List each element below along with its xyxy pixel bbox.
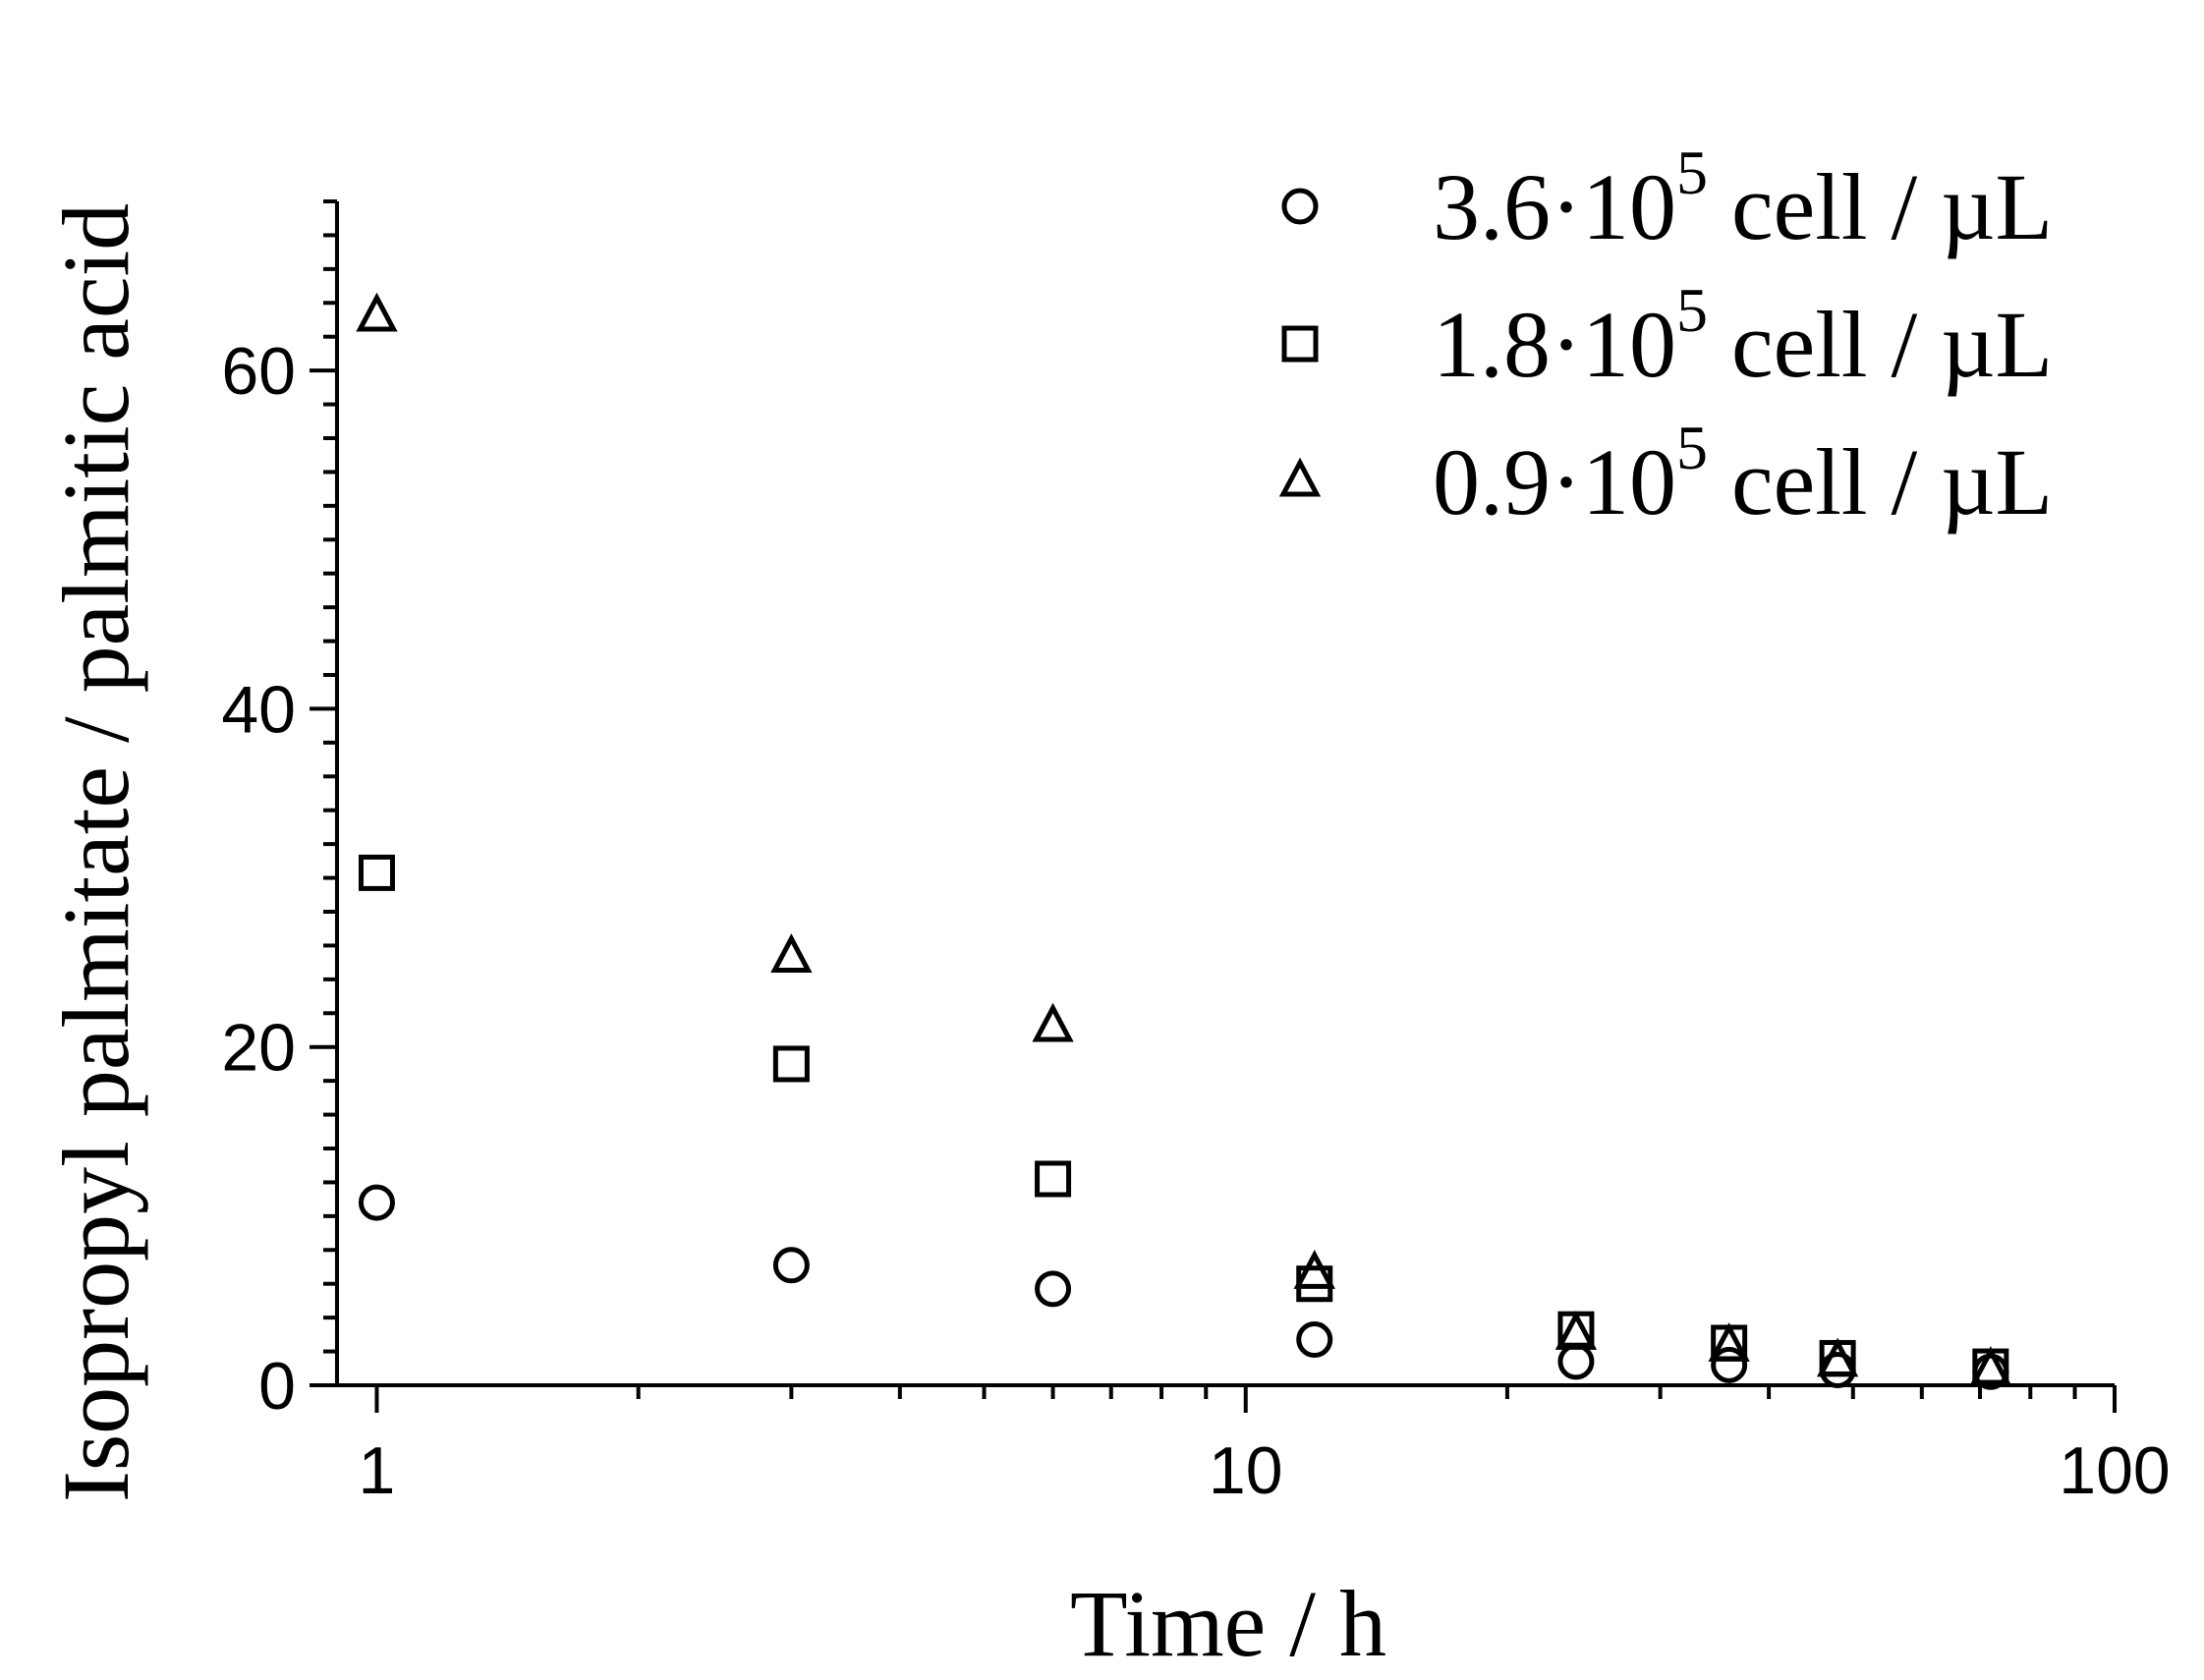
data-point-circle (772, 1247, 810, 1284)
legend-label-exponent: 5 (1676, 413, 1708, 482)
data-point-triangle (1708, 1322, 1750, 1362)
legend-label-exponent: 5 (1676, 138, 1708, 207)
data-point-square (1035, 1160, 1072, 1198)
legend-marker-circle (1281, 188, 1319, 225)
legend-entry: 3.6·105 cell / µL (1281, 138, 2053, 259)
legend-label: 0.9·105 cell / µL (1433, 413, 2053, 534)
legend-label-main: 1.8·10 (1433, 292, 1676, 397)
legend-marker-square (1281, 325, 1319, 363)
axis-ticks (310, 199, 2117, 1413)
data-point-triangle (1816, 1337, 1859, 1377)
y-tick-label: 40 (221, 672, 296, 747)
legend-label: 3.6·105 cell / µL (1433, 138, 2053, 259)
data-point-triangle (1969, 1346, 2012, 1386)
data-point-triangle (1554, 1311, 1598, 1350)
legend-label-unit: cell / µL (1708, 154, 2053, 259)
series-circle (358, 1184, 2009, 1390)
data-point-circle (1296, 1321, 1333, 1359)
x-axis-title: Time / h (1070, 1571, 1386, 1676)
x-tick-label: 10 (1209, 1433, 1283, 1508)
legend-label: 1.8·105 cell / µL (1433, 275, 2053, 397)
data-markers (356, 292, 2012, 1390)
legend-entry: 1.8·105 cell / µL (1281, 275, 2053, 397)
data-point-triangle (770, 933, 813, 973)
data-point-circle (1557, 1343, 1595, 1380)
y-tick-label: 0 (258, 1349, 296, 1424)
y-tick-label: 60 (221, 334, 296, 409)
series-triangle (356, 292, 2012, 1386)
data-point-square (358, 854, 395, 891)
data-point-circle (1711, 1346, 1748, 1383)
data-point-circle (1035, 1270, 1072, 1308)
x-tick-label: 100 (2059, 1433, 2170, 1508)
data-point-triangle (356, 292, 398, 332)
data-point-square (772, 1045, 810, 1083)
series-square (358, 854, 2009, 1385)
data-point-circle (358, 1184, 395, 1221)
legend-label-main: 3.6·10 (1433, 154, 1676, 259)
data-point-triangle (1293, 1250, 1335, 1289)
axes (335, 201, 2115, 1387)
legend-label-unit: cell / µL (1708, 429, 2053, 534)
legend-label-unit: cell / µL (1708, 292, 2053, 397)
y-tick-label: 20 (221, 1011, 296, 1086)
tick-labels: 0 20 40 60 1 10 100 (221, 334, 2170, 1508)
legend-marker-triangle (1278, 457, 1322, 497)
y-axis-title: Isopropyl palmitate / palmitic acid (43, 203, 148, 1502)
data-point-triangle (1032, 1002, 1074, 1042)
legend-entry: 0.9·105 cell / µL (1278, 413, 2053, 534)
x-tick-label: 1 (359, 1433, 396, 1508)
legend: 3.6·105 cell / µL1.8·105 cell / µL0.9·10… (1278, 138, 2053, 534)
legend-label-exponent: 5 (1676, 275, 1708, 345)
legend-label-main: 0.9·10 (1433, 429, 1676, 534)
